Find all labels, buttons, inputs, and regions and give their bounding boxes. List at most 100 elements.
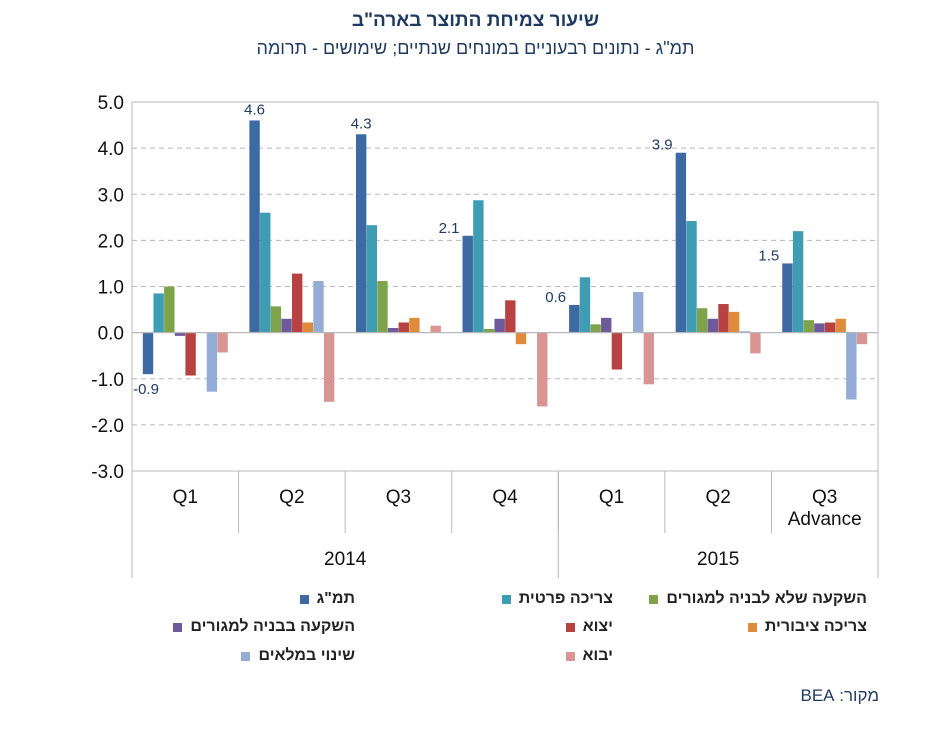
bar — [494, 318, 505, 333]
x-tick-label: Q4 — [492, 487, 518, 508]
bar — [483, 328, 495, 333]
bar — [281, 318, 292, 333]
x-tick-label: Q1 — [173, 487, 198, 508]
legend-label: יצוא — [582, 618, 613, 635]
y-tick-label: 1.0 — [98, 278, 124, 299]
y-tick-label: 3.0 — [98, 185, 124, 206]
bar — [153, 293, 164, 333]
bar — [569, 304, 580, 333]
bar — [718, 304, 729, 333]
bar — [174, 332, 186, 336]
bar — [686, 221, 697, 333]
bar — [270, 306, 282, 333]
bar — [590, 324, 601, 333]
bar — [728, 311, 740, 333]
bar — [739, 331, 750, 333]
x-tick-label: Q2 — [705, 487, 730, 508]
legend-item: שינוי במלאים — [110, 647, 355, 665]
legend-item: יצוא — [368, 618, 613, 636]
data-label: -0.9 — [133, 381, 159, 398]
y-tick-label: 2.0 — [98, 231, 124, 252]
bar — [515, 332, 527, 345]
bar — [792, 231, 804, 333]
bar — [824, 322, 836, 333]
x-tick-label: Advance — [788, 509, 862, 530]
data-label: 3.9 — [652, 137, 673, 154]
data-label: 2.1 — [439, 220, 460, 237]
data-label: 4.6 — [244, 101, 265, 118]
bar — [856, 332, 868, 345]
legend-label: צריכה פרטית — [518, 590, 613, 607]
legend-item: צריכה פרטית — [368, 590, 613, 608]
bar — [430, 325, 441, 333]
x-tick-label: Q3 — [386, 487, 411, 508]
legend-item: יבוא — [368, 647, 613, 665]
y-tick-label: 0.0 — [98, 324, 124, 345]
bar — [291, 273, 303, 333]
y-tick-label: 4.0 — [98, 139, 124, 160]
bar — [260, 212, 271, 333]
y-tick-label: -1.0 — [91, 370, 124, 391]
y-tick-label: -3.0 — [91, 462, 124, 483]
group-label: 2015 — [697, 549, 739, 570]
legend-swatch — [241, 651, 251, 661]
bar — [366, 225, 378, 333]
bar — [505, 300, 516, 333]
bar — [462, 235, 473, 333]
legend-item: תמ"ג — [110, 590, 355, 608]
bar — [398, 322, 409, 333]
chart-title: שיעור צמיחת התוצר בארה"ב — [351, 10, 600, 31]
bar — [537, 332, 548, 407]
bar — [846, 332, 857, 400]
legend-label: צריכה ציבורית — [764, 618, 867, 635]
bar — [206, 332, 218, 392]
bar — [302, 322, 314, 333]
data-label: 1.5 — [758, 247, 779, 264]
bar — [643, 332, 655, 385]
bar — [387, 328, 399, 333]
legend-label: השקעה שלא לבניה למגורים — [666, 590, 867, 607]
group-label: 2014 — [324, 549, 367, 570]
bar — [835, 318, 846, 333]
x-tick-label: Q1 — [599, 487, 624, 508]
chart-legend: תמ"ג צריכה פרטית השקעה שלא לבניה למגורים הש… — [110, 590, 880, 680]
bar — [782, 263, 793, 333]
bar — [707, 318, 719, 333]
chart-plot: 5.0 4.0 3.0 2.0 1.0 0.0 -1.0 -2.0 -3.0 -0.9 4.6 4.3… — [91, 93, 879, 578]
x-tick-label: Q2 — [279, 487, 304, 508]
legend-swatch — [173, 622, 183, 632]
data-label: 4.3 — [351, 115, 372, 132]
x-tick-label: Q3 — [812, 487, 837, 508]
bar — [814, 323, 825, 333]
bar — [142, 332, 154, 375]
y-tick-label: 5.0 — [98, 93, 124, 114]
bar — [185, 332, 196, 376]
legend-label: תמ"ג — [316, 590, 355, 607]
bar — [473, 200, 484, 333]
legend-label: יבוא — [582, 647, 614, 664]
legend-swatch — [649, 594, 659, 604]
legend-item: השקעה שלא לבניה למגורים — [622, 590, 867, 608]
legend-swatch — [299, 594, 309, 604]
bar — [632, 292, 644, 333]
bar — [750, 332, 761, 354]
bar — [355, 134, 367, 333]
bar — [217, 332, 228, 353]
bar — [803, 320, 814, 333]
legend-swatch — [565, 622, 575, 632]
bar — [323, 332, 335, 402]
bar — [601, 317, 612, 333]
legend-label: השקעה בבניה למגורים — [190, 618, 355, 635]
source-note: מקור: BEA — [800, 686, 879, 705]
bar — [377, 280, 388, 333]
bar — [696, 308, 708, 333]
y-tick-label: -2.0 — [91, 416, 124, 437]
bar — [409, 317, 420, 333]
bar — [675, 152, 687, 333]
legend-item: צריכה ציבורית — [622, 618, 867, 636]
data-label: 0.6 — [545, 289, 566, 306]
legend-label: שינוי במלאים — [258, 647, 355, 664]
chart-subtitle: תמ"ג - נתונים רבעוניים במונחים שנתיים; ש… — [256, 38, 695, 58]
legend-item: השקעה בבניה למגורים — [110, 618, 355, 636]
bar — [579, 277, 591, 333]
